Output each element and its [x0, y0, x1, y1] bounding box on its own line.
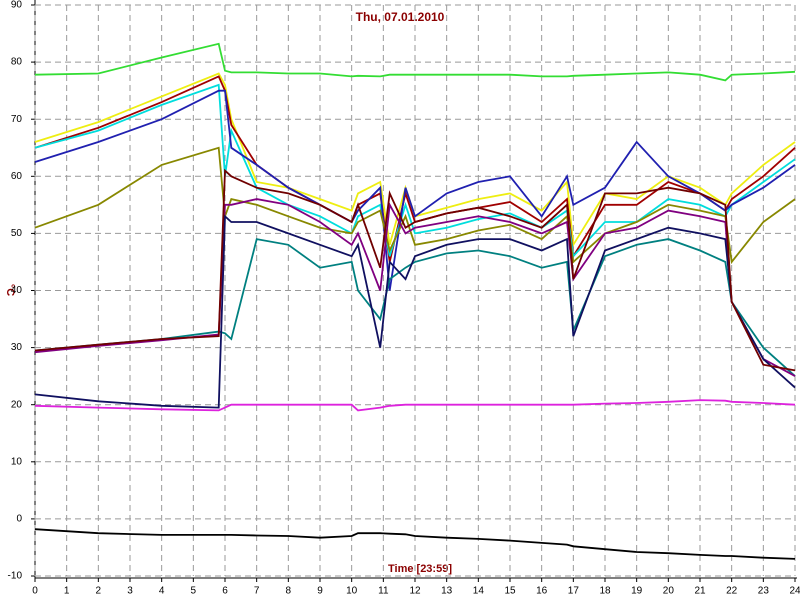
x-tick-label: 19: [631, 586, 643, 597]
x-tick-label: 21: [694, 586, 706, 597]
data-line: [34, 83, 796, 259]
x-tick-label: 14: [473, 586, 485, 597]
x-tick-label: 9: [317, 586, 323, 597]
y-tick-label: 40: [11, 285, 23, 296]
x-tick-label: 15: [504, 586, 516, 597]
data-line: [34, 214, 796, 409]
x-tick-label: 23: [758, 586, 770, 597]
data-line: [34, 238, 796, 377]
y-tick-label: 80: [11, 57, 23, 68]
x-tick-label: 20: [663, 586, 675, 597]
y-tick-label: 90: [11, 0, 23, 11]
data-line: [34, 89, 796, 291]
y-tick-label: 10: [11, 456, 23, 467]
x-tick-label: 16: [536, 586, 548, 597]
data-line: [34, 399, 796, 412]
x-tick-label: 24: [789, 586, 800, 597]
y-axis-label: °C: [4, 284, 16, 296]
x-tick-label: 7: [254, 586, 260, 597]
x-tick-label: 3: [127, 586, 133, 597]
x-tick-label: 8: [286, 586, 292, 597]
y-tick-label: 0: [16, 514, 22, 525]
x-tick-label: 17: [568, 586, 580, 597]
y-tick-label: 70: [11, 114, 23, 125]
x-tick-label: 13: [441, 586, 453, 597]
x-tick-label: 0: [32, 586, 38, 597]
data-line: [34, 42, 796, 82]
data-line: [34, 198, 796, 377]
x-tick-label: 11: [378, 586, 389, 597]
x-tick-label: 1: [64, 586, 70, 597]
y-tick-label: 30: [11, 342, 23, 353]
x-tick-label: 10: [346, 586, 358, 597]
x-tick-label: 4: [159, 586, 165, 597]
x-tick-label: 12: [409, 586, 421, 597]
x-axis-label: Time [23:59]: [388, 563, 452, 575]
data-line: [34, 528, 796, 560]
y-tick-label: -10: [8, 571, 23, 582]
y-tick-label: 60: [11, 171, 23, 182]
x-tick-label: 18: [599, 586, 611, 597]
x-tick-label: 6: [222, 586, 228, 597]
x-tick-label: 5: [191, 586, 197, 597]
x-tick-label: 22: [726, 586, 738, 597]
y-tick-label: 20: [11, 399, 23, 410]
data-line: [34, 168, 796, 372]
chart-title: Thu, 07.01.2010: [356, 10, 445, 24]
x-tick-label: 2: [96, 586, 102, 597]
y-tick-label: 50: [11, 228, 23, 239]
